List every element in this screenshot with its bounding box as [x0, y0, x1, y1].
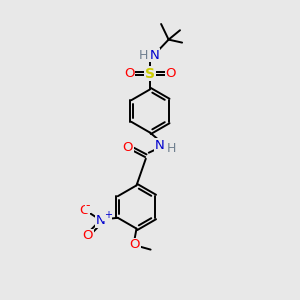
Text: N: N [155, 139, 165, 152]
Text: O: O [166, 67, 176, 80]
Text: H: H [139, 49, 148, 62]
Text: +: + [104, 210, 112, 220]
Text: S: S [145, 67, 155, 81]
Text: N: N [96, 214, 106, 227]
Text: O: O [123, 141, 133, 154]
Text: O: O [79, 204, 89, 218]
Text: H: H [166, 142, 176, 155]
Text: O: O [130, 238, 140, 251]
Text: N: N [150, 49, 159, 62]
Text: O: O [124, 67, 135, 80]
Text: O: O [82, 229, 93, 242]
Text: -: - [86, 199, 90, 212]
